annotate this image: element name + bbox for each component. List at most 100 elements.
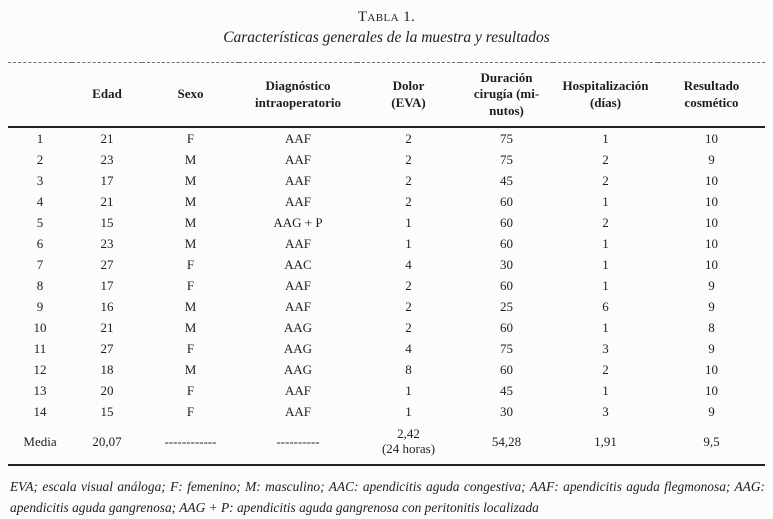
table-cell: 2 (405, 193, 412, 209)
table-cell: 14 (33, 403, 47, 419)
table-cell: 20,07 (72, 422, 142, 466)
table-cell: 2 (405, 319, 412, 335)
table-row: 5 15 M AAG + P 1 60 2 10 (8, 212, 765, 233)
table-cell: 15 (100, 403, 114, 419)
table-row: 8 17 F AAF 2 60 1 9 (8, 275, 765, 296)
table-cell: AAG (283, 340, 313, 356)
footnote: EVA; escala visual análoga; F: femenino;… (10, 479, 765, 516)
table-cell: M (184, 361, 197, 377)
table-row: 7 27 F AAC 4 30 1 10 (8, 254, 765, 275)
header-cell-dolor: Dolor (EVA) (357, 62, 460, 129)
table-cell: 10 (705, 235, 718, 251)
table-cell: 17 (100, 172, 114, 188)
table-cell: 75 (500, 340, 513, 356)
table-cell: 10 (705, 361, 718, 377)
header-cell-hospitalizacion: Hospitalización (días) (553, 62, 658, 129)
table-cell: M (184, 151, 197, 167)
table-cell: ---------- (239, 422, 357, 466)
table-cell: 60 (500, 193, 513, 209)
table-cell: AAF (284, 193, 311, 209)
table-cell: 2 (602, 214, 609, 230)
table-cell: 10 (705, 214, 718, 230)
table-cell: 9 (708, 277, 715, 293)
table-cell: F (186, 382, 195, 398)
table-row: 3 17 M AAF 2 45 2 10 (8, 170, 765, 191)
table-cell: 1 (405, 382, 412, 398)
summary-row: Media 20,07 ------------ ---------- 2,42 (24… (8, 422, 765, 466)
table-cell: 1 (405, 403, 412, 419)
table-cell: M (184, 172, 197, 188)
table-cell: AAG (283, 319, 313, 335)
table-row: 4 21 M AAF 2 60 1 10 (8, 191, 765, 212)
table-cell: 60 (500, 214, 513, 230)
table-cell: 23 (100, 151, 114, 167)
table-title: Tabla 1. (357, 9, 416, 25)
table-cell: 27 (100, 340, 114, 356)
table-cell: 27 (100, 256, 114, 272)
table-cell: 60 (500, 319, 513, 335)
table-cell: 5 (36, 214, 44, 230)
table-cell: F (186, 340, 195, 356)
table-cell: F (186, 403, 195, 419)
table-cell: 60 (500, 235, 513, 251)
table-cell: 10 (705, 256, 718, 272)
table-cell: 7 (36, 256, 44, 272)
header-row: Edad Sexo Diagnóstico intraoperatorio Do… (8, 62, 765, 129)
header-cell-resultado: Resultado cosmético (658, 62, 765, 129)
header-cell-diagnostico: Diagnóstico intraoperatorio (239, 62, 357, 129)
table-cell: 9 (708, 340, 715, 356)
table-cell: 1 (36, 130, 44, 146)
table-cell: 1 (602, 277, 609, 293)
table-cell: 10 (705, 382, 718, 398)
table-cell: 4 (405, 256, 412, 272)
table-cell: 11 (33, 340, 47, 356)
table-cell: 1 (602, 256, 609, 272)
table-row: 6 23 M AAF 1 60 1 10 (8, 233, 765, 254)
table-cell: 10 (33, 319, 47, 335)
header-cell-duracion: Duración cirugía (mi- nutos) (460, 62, 553, 129)
table-cell: M (184, 235, 197, 251)
table-cell: AAF (284, 277, 311, 293)
table-cell: 1 (602, 319, 609, 335)
table-cell: 4 (405, 340, 412, 356)
table-cell: 10 (705, 193, 718, 209)
table-cell: 2 (602, 172, 609, 188)
table-cell: 18 (100, 361, 114, 377)
table-cell: AAC (284, 256, 312, 272)
table-cell: 4 (36, 193, 44, 209)
results-table: Edad Sexo Diagnóstico intraoperatorio Do… (8, 62, 765, 466)
table-cell: 21 (100, 193, 114, 209)
table-subtitle: Características generales de la muestra … (223, 29, 550, 46)
table-cell: 8 (36, 277, 44, 293)
table-cell: 17 (100, 277, 114, 293)
table-cell: AAF (284, 172, 311, 188)
table-cell: 9,5 (658, 422, 765, 466)
table-row: 14 15 F AAF 1 30 3 9 (8, 401, 765, 422)
table-cell: M (184, 298, 197, 314)
table-cell: 60 (500, 277, 513, 293)
table-cell: 2 (602, 151, 609, 167)
table-cell: 20 (100, 382, 114, 398)
table-cell: 8 (708, 319, 715, 335)
table-cell: 10 (705, 130, 718, 146)
table-cell: 3 (602, 340, 609, 356)
table-cell: 21 (100, 319, 114, 335)
table-cell: 1 (405, 235, 412, 251)
table-cell: 2,42 (24 horas) (357, 422, 460, 466)
table-cell: AAF (284, 403, 311, 419)
table-cell: 2 (36, 151, 44, 167)
table-cell: 30 (500, 403, 513, 419)
table-cell: M (184, 319, 197, 335)
table-cell: 2 (405, 172, 412, 188)
table-cell: 9 (708, 403, 715, 419)
table-header: Edad Sexo Diagnóstico intraoperatorio Do… (8, 62, 765, 129)
table-cell: 2 (602, 361, 609, 377)
table-cell: 75 (500, 151, 513, 167)
table-cell: F (186, 130, 195, 146)
table-row: 9 16 M AAF 2 25 6 9 (8, 296, 765, 317)
table-cell: 45 (500, 382, 513, 398)
table-cell: 1,91 (553, 422, 658, 466)
table-row: 11 27 F AAG 4 75 3 9 (8, 338, 765, 359)
table-cell: AAG (283, 361, 313, 377)
